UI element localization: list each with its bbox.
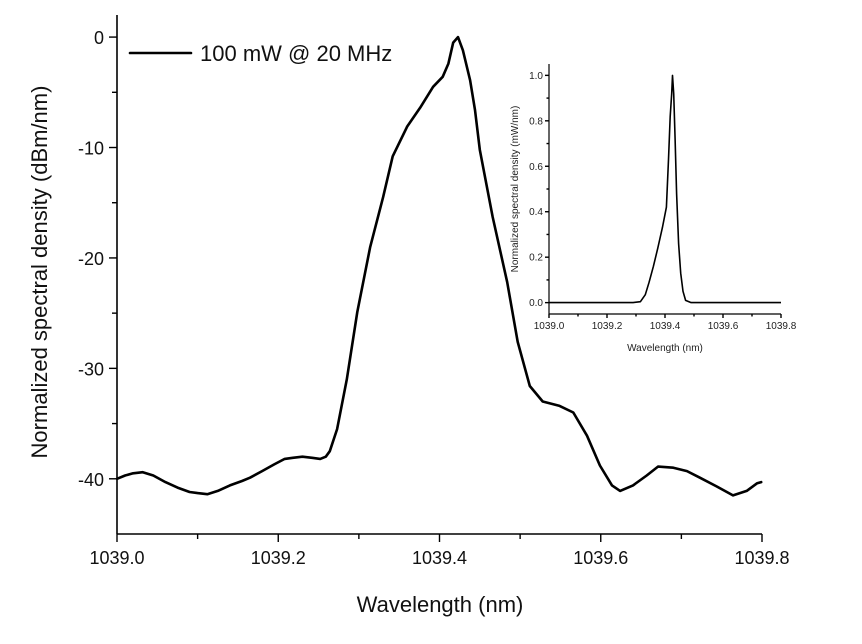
- x-tick-label: 1039.2: [592, 321, 623, 332]
- x-tick-label: 1039.8: [766, 321, 797, 332]
- legend: 100 mW @ 20 MHz: [128, 41, 392, 66]
- main-y-axis-title: Normalized spectral density (dBm/nm): [27, 86, 52, 459]
- y-tick-label: 0: [94, 28, 104, 48]
- main-x-axis-title: Wavelength (nm): [357, 592, 524, 617]
- main-plot: 1039.0 1039.2 1039.4 1039.6 1039.8 0 -10 -20 -30…: [27, 15, 790, 617]
- y-tick-label: 1.0: [529, 71, 543, 82]
- y-tick-label: 0.4: [529, 207, 543, 218]
- y-tick-label: 0.2: [529, 253, 543, 264]
- inset-y-axis-title: Normalized spectral density (mW/nm): [510, 106, 521, 273]
- y-tick-label: 0.0: [529, 298, 543, 309]
- x-tick-label: 1039.4: [412, 548, 467, 568]
- main-tick-labels: 1039.0 1039.2 1039.4 1039.6 1039.8 0 -10 -20 -30…: [78, 28, 790, 568]
- x-tick-label: 1039.8: [734, 548, 789, 568]
- x-tick-label: 1039.0: [89, 548, 144, 568]
- y-tick-label: -30: [78, 359, 104, 379]
- y-tick-label: -10: [78, 139, 104, 159]
- y-tick-label: 0.8: [529, 116, 543, 127]
- inset-x-axis-title: Wavelength (nm): [627, 343, 703, 354]
- x-tick-label: 1039.6: [573, 548, 628, 568]
- x-tick-label: 1039.6: [708, 321, 739, 332]
- x-tick-label: 1039.2: [251, 548, 306, 568]
- legend-label: 100 mW @ 20 MHz: [200, 41, 392, 66]
- inset-tick-labels: 1039.0 1039.2 1039.4 1039.6 1039.8 0.0 0.2 0.4 0…: [529, 71, 797, 332]
- y-tick-label: 0.6: [529, 162, 543, 173]
- inset-plot: 1039.0 1039.2 1039.4 1039.6 1039.8 0.0 0.2 0.4 0…: [510, 64, 797, 354]
- main-series-line: [115, 35, 763, 497]
- inset-ticks: [545, 74, 782, 318]
- y-tick-label: -40: [78, 470, 104, 490]
- inset-series-line: [549, 74, 781, 304]
- x-tick-label: 1039.0: [534, 321, 565, 332]
- y-tick-label: -20: [78, 249, 104, 269]
- x-tick-label: 1039.4: [650, 321, 681, 332]
- main-ticks: [109, 36, 763, 542]
